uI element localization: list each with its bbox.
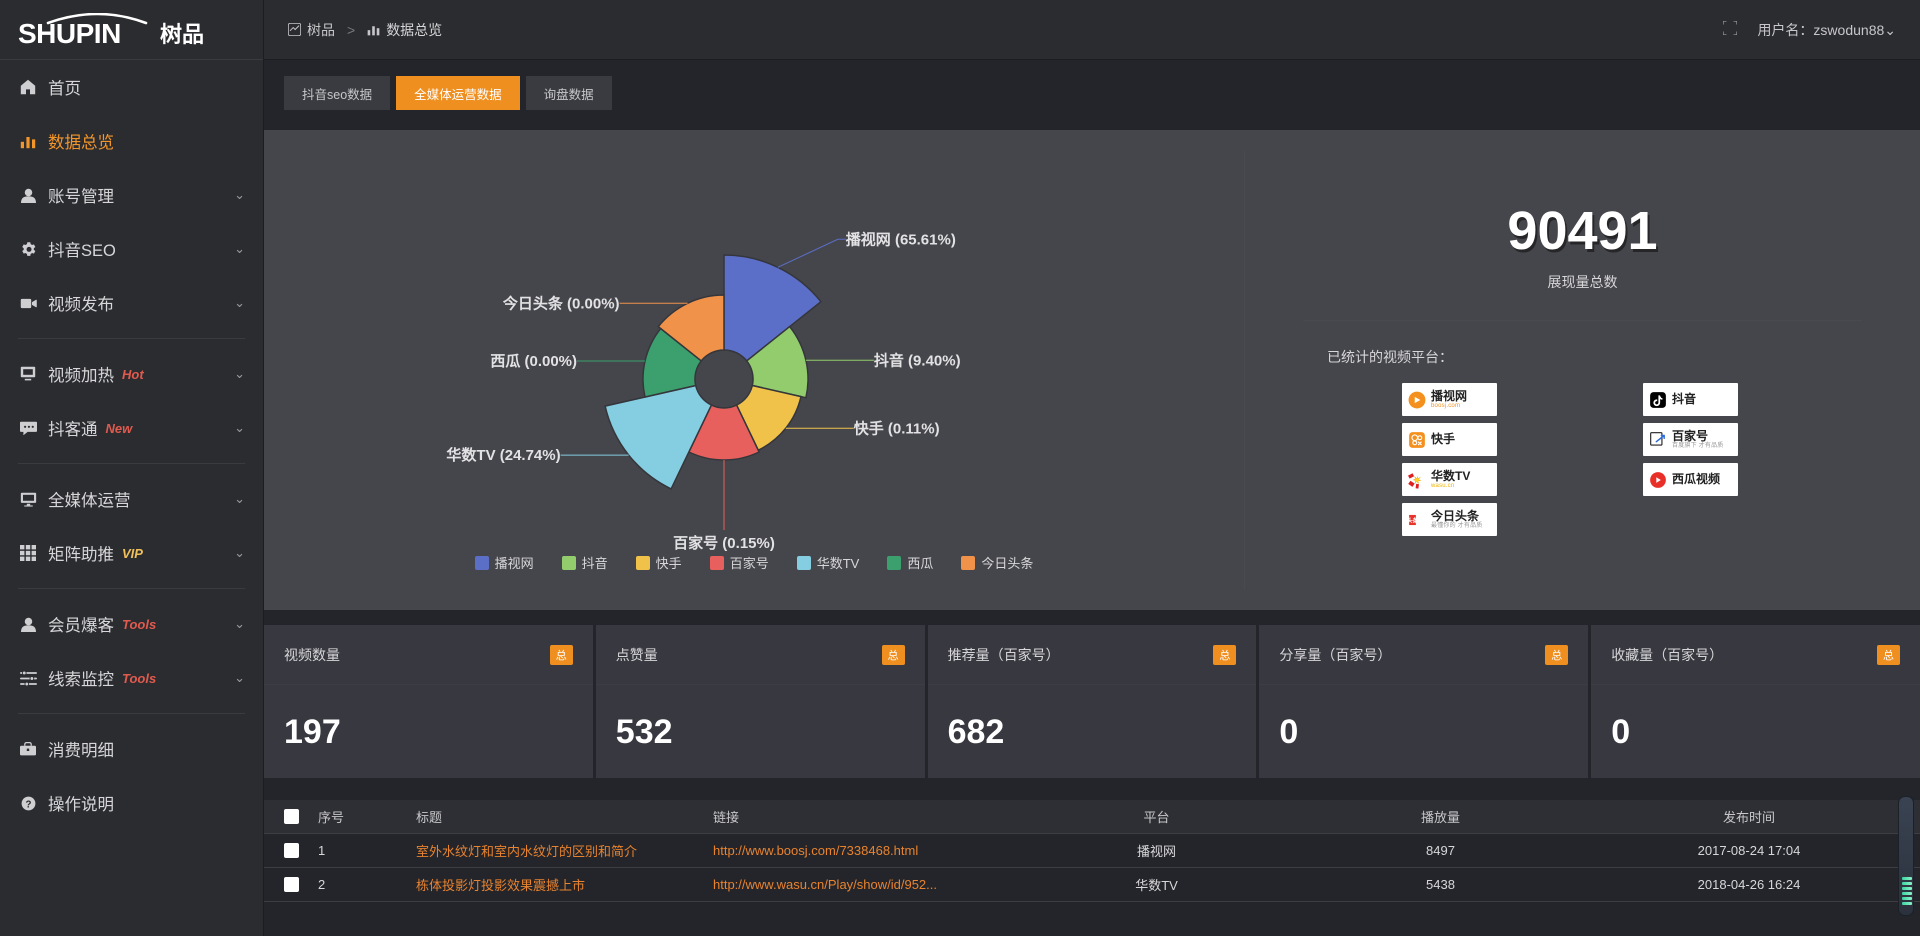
svg-text:今日头条 (0.00%): 今日头条 (0.00%) [502, 294, 620, 312]
svg-text:SHUPIN: SHUPIN [18, 18, 121, 47]
svg-text:华数TV (24.74%): 华数TV (24.74%) [446, 446, 560, 464]
svg-text:抖音 (9.40%): 抖音 (9.40%) [874, 351, 961, 369]
svg-text:?: ? [25, 799, 31, 810]
svg-text:快手 (0.11%): 快手 (0.11%) [854, 419, 940, 437]
svg-text:西瓜 (0.00%): 西瓜 (0.00%) [490, 353, 577, 370]
svg-text:树品: 树品 [160, 22, 204, 47]
svg-text:百家号 (0.15%): 百家号 (0.15%) [673, 534, 775, 552]
svg-text:播视网 (65.61%): 播视网 (65.61%) [846, 230, 956, 248]
